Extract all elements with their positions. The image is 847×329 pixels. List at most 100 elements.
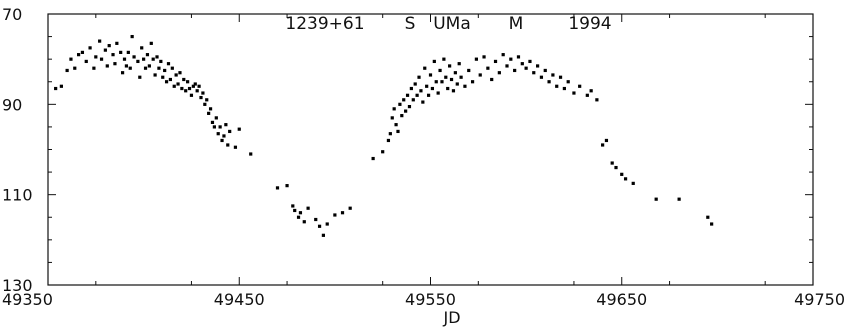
data-point [155,55,159,59]
data-point [543,68,547,73]
data-point [99,57,104,61]
data-point [442,57,446,61]
data-point [604,138,609,143]
data-point [122,57,127,61]
data-point [614,165,618,170]
data-point [84,59,88,64]
data-point [111,53,115,57]
data-point [404,109,408,113]
data-point [501,53,505,57]
data-point [140,46,144,50]
data-point [191,84,195,88]
data-point [142,57,146,61]
data-point [459,75,463,79]
data-point [505,64,509,68]
data-point [405,93,410,97]
data-point [438,68,442,73]
y-tick-label: 110 [2,186,33,205]
data-point [394,123,398,127]
data-point [298,211,303,215]
data-point [631,181,635,185]
data-point [203,102,207,106]
data-point [157,66,161,70]
data-point [293,208,297,213]
data-point [474,57,478,61]
x-tick-label: 49550 [405,290,456,309]
data-point [413,82,417,86]
x-tick-label: 49650 [596,290,647,309]
data-point [189,93,194,97]
data-point [65,68,69,73]
data-point [547,80,551,84]
data-point [451,89,456,93]
data-point [457,62,461,66]
data-point [572,91,576,95]
data-point [193,82,197,86]
data-point [421,100,425,104]
data-point [371,156,375,161]
data-point [455,82,459,86]
data-point [555,84,559,88]
data-point [187,86,192,91]
data-point [216,132,220,136]
data-point [163,68,167,73]
data-point [174,73,178,77]
data-point [147,64,151,68]
data-point [509,57,513,61]
data-point [208,107,213,111]
data-point [237,127,241,131]
data-points [54,34,714,237]
data-point [132,55,136,59]
data-point [138,75,142,79]
data-point [321,233,325,237]
data-point [233,145,238,149]
data-point [159,59,163,64]
data-point [490,77,494,82]
data-point [524,66,528,70]
data-point [314,217,318,222]
data-point [168,77,172,82]
data-point [180,86,184,91]
data-point [426,93,431,97]
data-point [449,77,454,82]
data-point [103,48,107,52]
data-point [124,64,129,68]
data-point [214,116,218,120]
data-point [381,150,385,154]
data-point [551,73,555,77]
y-tick-label: 70 [2,5,22,24]
data-point [115,41,119,45]
data-point [396,129,400,134]
x-tick-label: 49750 [794,290,845,309]
data-point [436,91,440,95]
data-point [172,84,176,88]
data-point [407,104,412,109]
data-point [153,73,157,77]
data-point [333,213,337,217]
data-point [430,86,435,91]
data-point [402,98,406,102]
data-point [201,91,205,95]
data-point [710,222,714,226]
x-tick-label: 49450 [214,290,265,309]
data-point [566,80,570,84]
x-tick-label: 49350 [2,290,53,309]
data-point [73,66,77,70]
data-point [434,80,438,84]
data-point [166,62,171,66]
data-point [184,89,188,93]
data-point [411,98,415,102]
data-point [195,89,199,93]
data-point [69,57,73,61]
data-point [130,34,134,39]
data-point [325,222,329,226]
data-point [207,111,211,115]
data-point [486,66,490,70]
data-point [145,53,150,57]
data-point [610,161,614,165]
data-point [409,86,413,91]
data-point [77,53,81,57]
data-point [291,204,295,208]
data-point [419,89,423,93]
